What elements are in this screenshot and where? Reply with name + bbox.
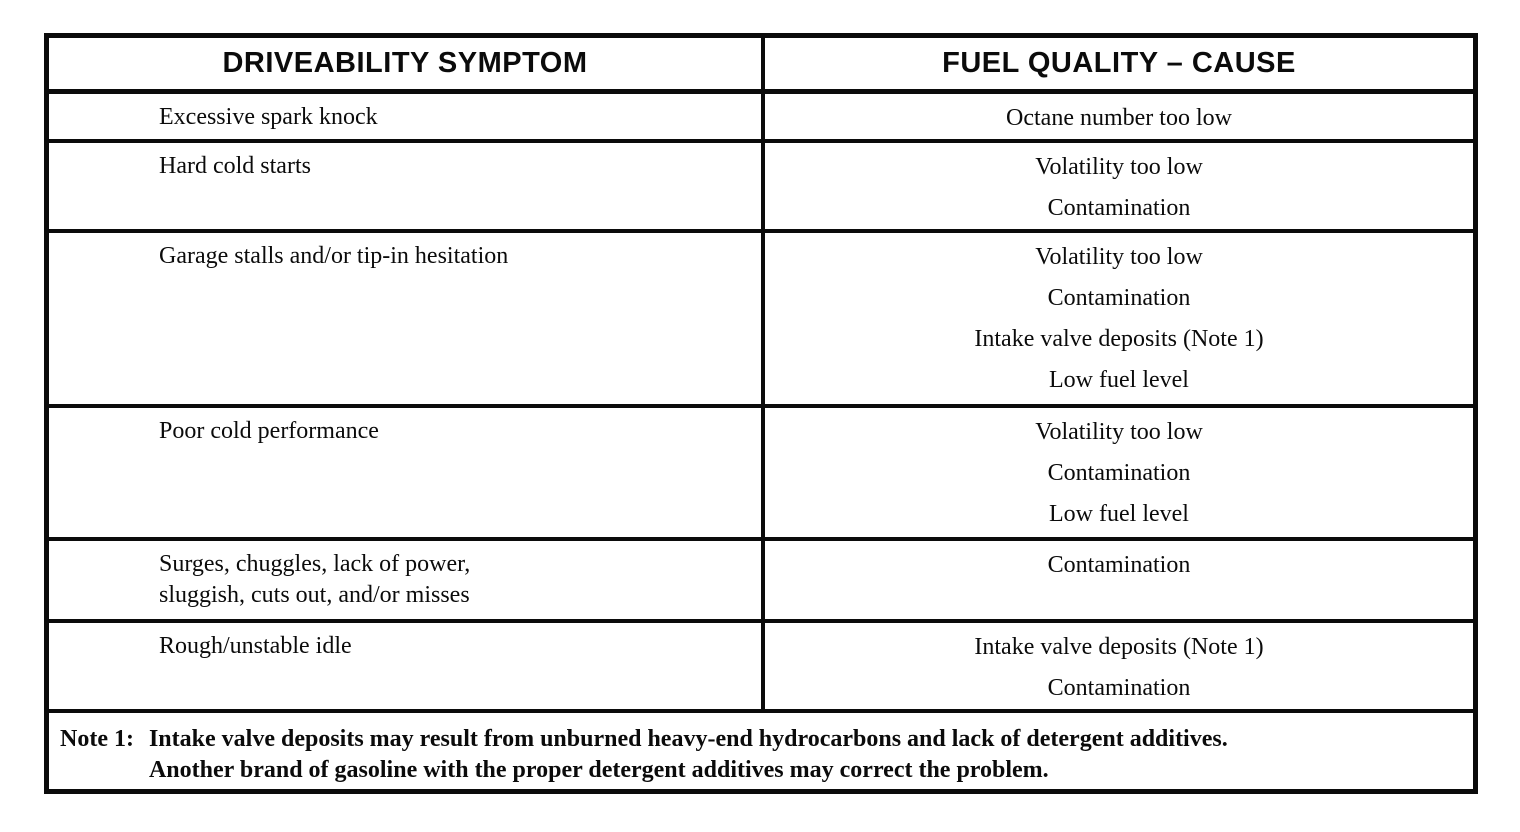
cause-line: Volatility too low	[1035, 244, 1203, 270]
cause-cell: Volatility too low Contamination	[761, 143, 1473, 229]
cause-line: Contamination	[1047, 285, 1191, 311]
symptom-line: Excessive spark knock	[159, 104, 378, 130]
symptom-line: sluggish, cuts out, and/or misses	[159, 582, 470, 608]
cause-line: Intake valve deposits (Note 1)	[974, 634, 1264, 660]
cause-line: Contamination	[1047, 552, 1191, 578]
note-label: Note 1:	[60, 726, 134, 752]
symptom-cell: Surges, chuggles, lack of power, sluggish…	[49, 541, 761, 619]
cause-cell: Contamination	[761, 541, 1473, 619]
symptom-line: Surges, chuggles, lack of power,	[159, 551, 471, 577]
cause-column-header: FUEL QUALITY – CAUSE	[761, 38, 1473, 89]
table-rows: Excessive spark knock Octane number too l…	[49, 89, 1473, 709]
symptom-cell: Hard cold starts	[49, 143, 761, 229]
note-line: Intake valve deposits may result from un…	[148, 726, 1228, 752]
table-row: Excessive spark knock Octane number too l…	[49, 89, 1473, 139]
symptom-cell: Garage stalls and/or tip-in hesitation	[49, 233, 761, 404]
cause-line: Low fuel level	[1049, 367, 1189, 393]
cause-line: Contamination	[1047, 675, 1191, 701]
symptom-column-header: DRIVEABILITY SYMPTOM	[222, 47, 588, 79]
cause-cell: Octane number too low	[761, 94, 1473, 139]
table-row: Hard cold starts Volatility too low Contam…	[49, 139, 1473, 229]
note-line: Another brand of gasoline with the prope…	[148, 757, 1049, 783]
cause-line: Contamination	[1047, 195, 1191, 221]
table-row: Poor cold performance Volatility too low C…	[49, 404, 1473, 537]
note-row: Note 1: Intake valve deposits may result…	[49, 709, 1473, 788]
cause-line: Octane number too low	[1006, 105, 1232, 131]
cause-cell: Volatility too low Contamination Low fuel …	[761, 408, 1473, 537]
cause-line: Intake valve deposits (Note 1)	[974, 326, 1264, 352]
cause-line: Volatility too low	[1035, 154, 1203, 180]
cause-line: Contamination	[1047, 460, 1191, 486]
symptom-cell: Excessive spark knock	[49, 94, 761, 139]
cause-line: Volatility too low	[1035, 419, 1203, 445]
symptom-cell: Rough/unstable idle	[49, 623, 761, 709]
note-text: Intake valve deposits may result from un…	[149, 724, 1451, 788]
symptom-line: Garage stalls and/or tip-in hesitation	[159, 243, 509, 269]
fuel-quality-table: DRIVEABILITY SYMPTOM FUEL QUALITY – CAUS…	[44, 33, 1478, 794]
symptom-cell: Poor cold performance	[49, 408, 761, 537]
cause-line: Low fuel level	[1049, 501, 1189, 527]
cause-cell: Volatility too low Contamination Intake va…	[761, 233, 1473, 404]
symptom-line: Rough/unstable idle	[159, 633, 352, 659]
cause-cell: Intake valve deposits (Note 1) Contaminat…	[761, 623, 1473, 709]
table-row: Rough/unstable idle Intake valve deposits…	[49, 619, 1473, 709]
symptom-line: Poor cold performance	[159, 418, 379, 444]
table-row: Surges, chuggles, lack of power, sluggish…	[49, 537, 1473, 619]
symptom-line: Hard cold starts	[159, 153, 311, 179]
table-header-row: DRIVEABILITY SYMPTOM FUEL QUALITY – CAUS…	[49, 38, 1473, 89]
table-row: Garage stalls and/or tip-in hesitation Vo…	[49, 229, 1473, 404]
